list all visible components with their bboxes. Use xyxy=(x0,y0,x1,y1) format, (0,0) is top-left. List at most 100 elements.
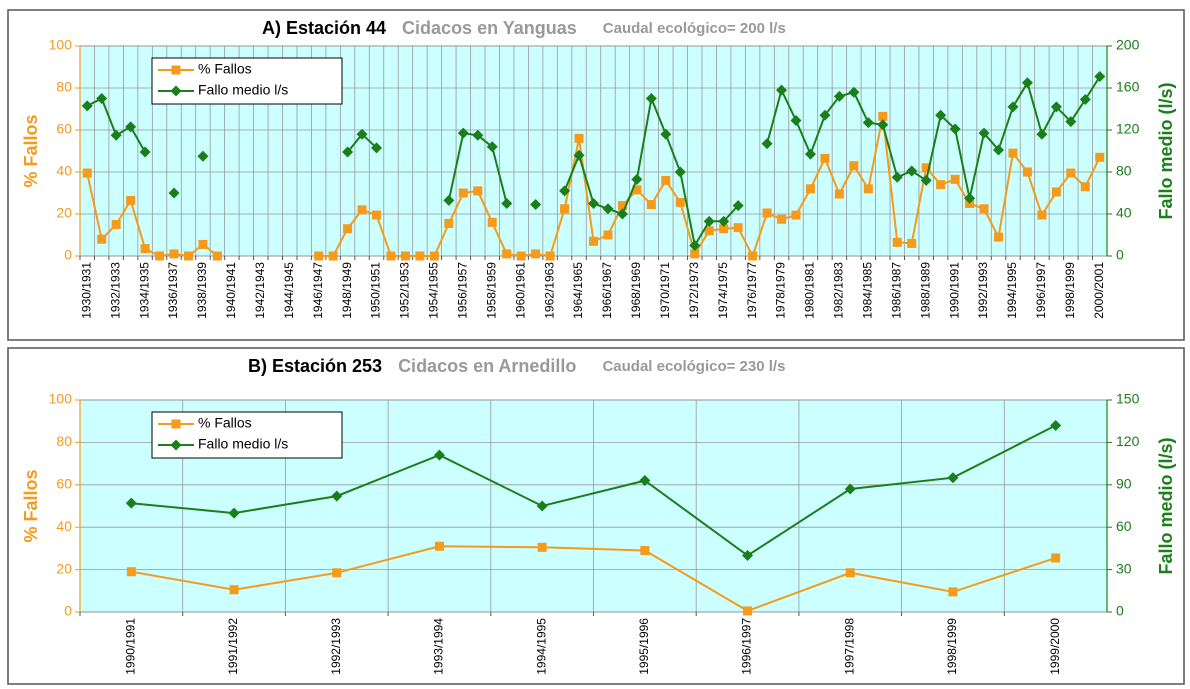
x-tick-label: 1960/1961 xyxy=(513,262,527,319)
marker xyxy=(631,173,643,185)
x-tick-label: 1946/1947 xyxy=(311,262,325,319)
title-main: B) Estación 253 xyxy=(248,356,382,376)
marker xyxy=(732,200,744,212)
x-tick-label: 1930/1931 xyxy=(79,262,93,319)
marker xyxy=(331,490,343,502)
marker xyxy=(573,149,585,161)
marker xyxy=(1094,70,1106,82)
marker xyxy=(804,148,816,160)
y2-tick-label: 40 xyxy=(1116,205,1132,221)
marker xyxy=(486,141,498,153)
marker xyxy=(589,236,598,246)
marker xyxy=(819,109,831,121)
marker xyxy=(921,163,931,173)
marker xyxy=(126,567,136,577)
y2-tick-label: 60 xyxy=(1116,518,1132,534)
marker xyxy=(111,220,121,229)
x-tick-label: 2000/2001 xyxy=(1092,262,1106,319)
y2-tick-label: 0 xyxy=(1116,603,1124,619)
marker xyxy=(920,174,932,186)
marker xyxy=(660,128,672,140)
y-tick-label: 40 xyxy=(56,163,72,179)
marker xyxy=(617,201,627,211)
marker xyxy=(536,500,548,512)
marker xyxy=(718,215,730,227)
y-tick-label: 60 xyxy=(56,121,72,137)
legend-label: % Fallos xyxy=(198,415,252,431)
marker xyxy=(332,568,342,578)
x-tick-label: 1980/1981 xyxy=(803,262,817,319)
y2-tick-label: 30 xyxy=(1116,560,1132,576)
marker xyxy=(171,419,181,429)
y-tick-label: 40 xyxy=(56,518,72,534)
marker xyxy=(342,146,354,158)
marker xyxy=(748,251,758,261)
marker xyxy=(1050,101,1062,113)
x-tick-label: 1942/1943 xyxy=(253,262,267,319)
marker xyxy=(979,204,989,214)
marker xyxy=(443,194,455,206)
y2-tick-label: 150 xyxy=(1116,391,1140,407)
title: B) Estación 253 Cidacos en Arnedillo Cauda… xyxy=(248,356,785,376)
x-tick-label: 1993/1994 xyxy=(432,618,446,675)
x-tick-label: 1992/1993 xyxy=(976,262,990,319)
marker xyxy=(171,65,181,75)
marker xyxy=(632,185,642,195)
marker xyxy=(415,251,425,261)
annotation: Caudal ecológico= 230 l/s xyxy=(602,358,785,375)
x-tick-label: 1974/1975 xyxy=(716,262,730,319)
y-tick-label: 80 xyxy=(56,79,72,95)
marker xyxy=(862,117,874,129)
marker xyxy=(356,128,368,140)
x-tick-label: 1948/1949 xyxy=(340,262,354,319)
marker xyxy=(169,249,179,259)
x-tick-label: 1972/1973 xyxy=(687,262,701,319)
marker xyxy=(776,84,788,96)
x-tick-label: 1988/1989 xyxy=(918,262,932,319)
y-tick-label: 0 xyxy=(64,603,72,619)
marker xyxy=(372,210,382,220)
marker xyxy=(168,187,180,199)
x-tick-label: 1998/1999 xyxy=(945,618,959,675)
marker xyxy=(96,93,108,104)
marker xyxy=(1036,128,1048,140)
y2-tick-label: 80 xyxy=(1116,163,1132,179)
marker xyxy=(1051,553,1061,563)
legend-label: Fallo medio l/s xyxy=(198,436,288,452)
marker xyxy=(1095,152,1105,162)
x-tick-label: 1936/1937 xyxy=(166,262,180,319)
x-tick-label: 1952/1953 xyxy=(398,262,412,319)
marker xyxy=(110,129,122,141)
marker xyxy=(993,144,1005,156)
marker xyxy=(703,215,715,227)
marker xyxy=(434,541,444,551)
x-tick-label: 1990/1991 xyxy=(124,618,138,675)
marker xyxy=(719,224,729,234)
x-tick-label: 1984/1985 xyxy=(861,262,875,319)
marker xyxy=(863,184,873,194)
subtitle: Cidacos en Arnedillo xyxy=(398,356,576,376)
marker xyxy=(849,161,859,171)
marker xyxy=(761,138,773,150)
marker xyxy=(501,198,513,209)
marker xyxy=(603,230,613,240)
y2-tick-label: 90 xyxy=(1116,476,1132,492)
marker xyxy=(343,224,353,234)
marker xyxy=(357,205,367,215)
y2-tick-label: 160 xyxy=(1116,79,1140,95)
marker xyxy=(82,168,92,178)
marker xyxy=(97,234,107,244)
marker xyxy=(229,585,239,595)
marker xyxy=(472,129,484,141)
marker xyxy=(675,197,685,207)
marker xyxy=(906,165,918,177)
x-tick-label: 1992/1993 xyxy=(329,618,343,675)
marker xyxy=(125,497,137,509)
marker xyxy=(386,251,396,261)
marker xyxy=(743,606,753,616)
marker xyxy=(433,449,445,461)
marker xyxy=(429,251,439,261)
subtitle: Cidacos en Yanguas xyxy=(402,18,577,38)
marker xyxy=(892,237,902,247)
